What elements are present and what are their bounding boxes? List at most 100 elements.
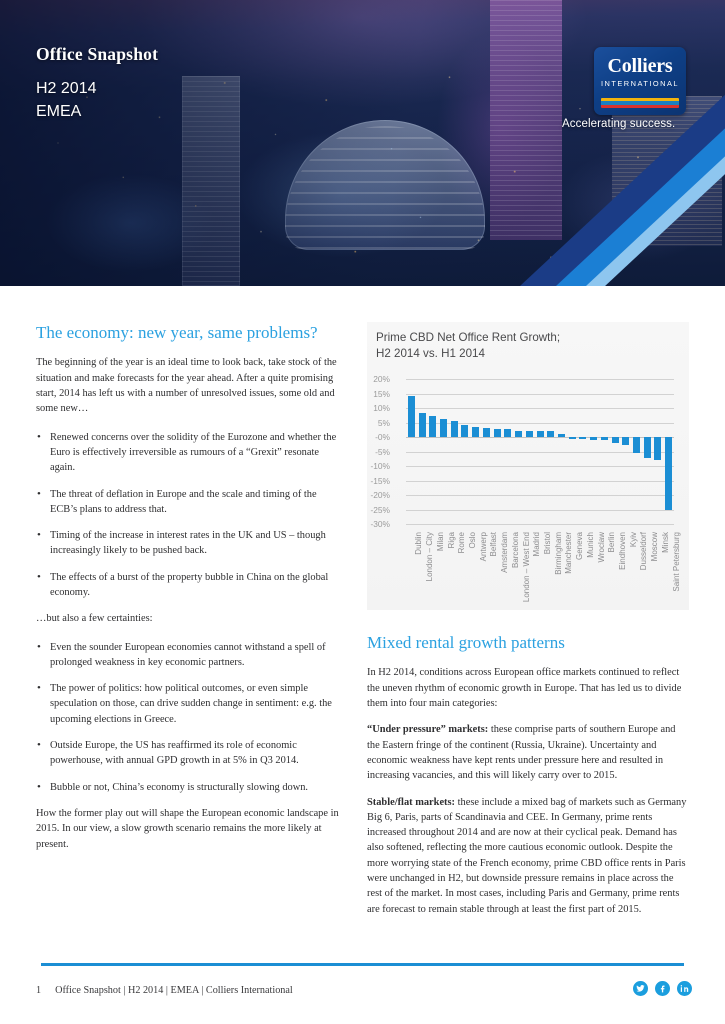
brand-tagline: Accelerating success. xyxy=(562,118,676,130)
chart-x-tick-label: Oslo xyxy=(467,532,477,549)
left-intro-paragraph: The beginning of the year is an ideal ti… xyxy=(36,357,337,415)
list-item: The power of politics: how political out… xyxy=(36,680,344,727)
chart-y-tick-label: -25% xyxy=(370,504,390,515)
chart-x-tick-label: Barcelona xyxy=(510,532,520,569)
chart-bar xyxy=(568,437,576,439)
chart-bar xyxy=(525,430,533,437)
certainties-list: Even the sounder European economies cann… xyxy=(36,639,344,796)
list-item: Bubble or not, China’s economy is struct… xyxy=(36,779,344,795)
chart-plot-area: 20% 15% 10% 5% -0% -5% -10% -15% -20% -25% -30% xyxy=(370,374,674,529)
under-pressure-text: these comprise parts of southern Europe … xyxy=(367,724,676,782)
stable-flat-markets-paragraph: Stable/flat markets: these include a mix… xyxy=(367,795,689,917)
twitter-icon[interactable] xyxy=(633,981,648,996)
rent-growth-chart: Prime CBD Net Office Rent Growth; H2 201… xyxy=(367,322,689,610)
chart-bar xyxy=(622,437,630,446)
chart-x-tick-label: Madrid xyxy=(532,532,542,557)
chart-y-tick-label: -0% xyxy=(375,432,390,442)
footer-divider xyxy=(41,963,684,966)
list-item: Even the sounder European economies cann… xyxy=(36,639,344,671)
chart-x-tick-label: Amsterdam xyxy=(500,532,510,573)
certainties-lead-in: …but also a few certainties: xyxy=(36,613,153,625)
right-column: Prime CBD Net Office Rent Growth; H2 201… xyxy=(367,322,689,917)
chart-x-tick-label: Bristol xyxy=(543,532,552,555)
chart-bar xyxy=(450,421,458,437)
stable-flat-label: Stable/flat markets: xyxy=(367,796,456,808)
chart-gridline xyxy=(406,408,674,409)
facebook-icon[interactable] xyxy=(655,981,670,996)
chart-bar xyxy=(504,428,512,437)
chart-gridline xyxy=(406,495,674,496)
chart-y-tick-label: 15% xyxy=(373,388,390,399)
footer-label: Office Snapshot | H2 2014 | EMEA | Colli… xyxy=(55,985,293,996)
chart-x-tick-label: Wroclaw xyxy=(596,532,606,563)
social-links[interactable] xyxy=(633,981,692,996)
list-item: The threat of deflation in Europe and th… xyxy=(36,486,344,518)
chart-x-tick-label: Dusseldorf xyxy=(639,532,649,571)
chart-x-tick-label: Saint Petersburg xyxy=(671,532,681,592)
chart-bar xyxy=(557,433,565,437)
chart-y-tick-label: -10% xyxy=(370,461,390,471)
chart-bar xyxy=(461,424,469,437)
chart-x-tick-label: Milan xyxy=(435,532,445,552)
chart-bar xyxy=(515,430,523,437)
chart-y-tick-label: 5% xyxy=(377,417,390,428)
page-number: 1 xyxy=(36,985,42,996)
under-pressure-label: “Under pressure” markets: xyxy=(367,724,489,736)
logo-stripe-red xyxy=(601,104,679,108)
chart-bar xyxy=(440,419,448,437)
chart-x-tick-label: Belfast xyxy=(489,532,499,557)
left-closing-paragraph: How the former play out will shape the E… xyxy=(36,807,339,850)
linkedin-icon[interactable] xyxy=(677,981,692,996)
chart-bar xyxy=(643,437,651,459)
list-item: Renewed concerns over the solidity of th… xyxy=(36,429,344,476)
list-item: Timing of the increase in interest rates… xyxy=(36,527,344,559)
chart-title: Prime CBD Net Office Rent Growth; H2 201… xyxy=(376,330,676,363)
chart-bar xyxy=(482,428,490,437)
chart-title-line-1: Prime CBD Net Office Rent Growth; xyxy=(376,331,561,344)
chart-y-tick-label: 10% xyxy=(373,403,390,413)
logo-stripe-yellow xyxy=(601,98,679,102)
chart-y-tick-label: 20% xyxy=(373,374,390,384)
chart-x-tick-label: Berlin xyxy=(607,532,617,553)
chart-gridline xyxy=(406,451,674,453)
chart-y-tick-label: -5% xyxy=(375,446,390,457)
chart-bar xyxy=(665,437,673,511)
chart-bar xyxy=(429,415,437,437)
stable-flat-text: these include a mixed bag of markets suc… xyxy=(367,796,687,915)
chart-title-line-2: H2 2014 vs. H1 2014 xyxy=(376,347,485,361)
logo-wordmark: Colliers xyxy=(607,55,673,77)
chart-x-tick-label: London – City xyxy=(425,532,435,582)
chart-gridline xyxy=(406,509,674,511)
chart-x-tick-label: Geneva xyxy=(575,532,585,561)
chart-x-tick-label: Birmingham xyxy=(553,532,563,575)
chart-gridline xyxy=(406,466,674,467)
colliers-logo: Colliers INTERNATIONAL xyxy=(594,47,686,115)
chart-x-tick-label: London – West End xyxy=(521,532,531,603)
chart-x-tick-label: Riga xyxy=(446,532,456,549)
chart-bar xyxy=(493,428,501,437)
chart-x-tick-label: Munich xyxy=(585,532,595,558)
logo-stripe-blue xyxy=(601,101,679,105)
chart-bar xyxy=(472,426,480,437)
chart-gridline xyxy=(406,524,674,525)
chart-bar xyxy=(632,437,640,453)
chart-gridline xyxy=(406,422,674,424)
list-item: Outside Europe, the US has reaffirmed it… xyxy=(36,737,344,769)
chart-gridline xyxy=(406,437,674,438)
chart-gridline xyxy=(406,379,674,380)
chart-x-tick-label: Kyiv xyxy=(628,532,638,548)
chart-y-tick-label: -15% xyxy=(370,475,390,486)
chart-bar xyxy=(579,437,587,440)
chart-bar xyxy=(600,437,608,441)
hero-banner: Office Snapshot H2 2014 EMEA Colliers IN… xyxy=(0,0,725,286)
chart-x-tick-label: Rome xyxy=(457,532,467,554)
chart-x-tick-label: Moscow xyxy=(650,532,660,562)
left-section-heading: The economy: new year, same problems? xyxy=(36,323,318,342)
under-pressure-markets-paragraph: “Under pressure” markets: these comprise… xyxy=(367,722,689,783)
logo-stripes xyxy=(601,98,679,108)
chart-bar xyxy=(536,431,544,437)
chart-bar xyxy=(611,437,619,443)
chart-x-tick-label: Minsk xyxy=(660,532,670,553)
chart-y-tick-label: -20% xyxy=(370,490,390,500)
